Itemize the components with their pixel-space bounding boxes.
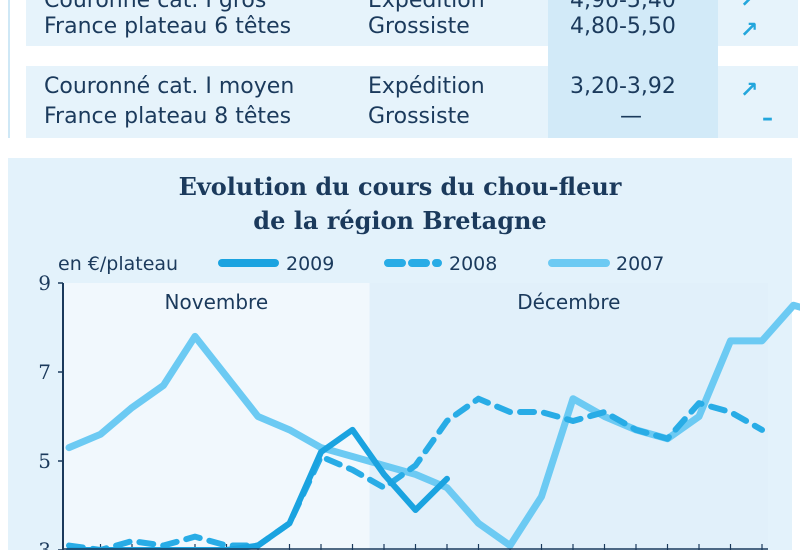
price-cell: — xyxy=(620,104,642,129)
y-tick-label: 7 xyxy=(38,360,51,384)
y-tick-label: 9 xyxy=(38,271,51,295)
price-cell: 3,20-3,92 xyxy=(570,74,676,99)
period-label-novembre: Novembre xyxy=(165,290,269,314)
chart-title-line2: de la région Bretagne xyxy=(253,206,547,235)
price-cell: 4,80-5,50 xyxy=(570,14,676,39)
price-column xyxy=(548,0,718,138)
market-cell: Expédition xyxy=(368,0,485,13)
legend-label-2007: 2007 xyxy=(616,253,664,275)
price-cell: 4,90-5,40 xyxy=(570,0,676,13)
market-cell: Grossiste xyxy=(368,104,470,129)
y-tick-label: 3 xyxy=(38,538,51,550)
trend-up-icon: ↗ xyxy=(740,0,759,13)
period-band-novembre xyxy=(63,283,370,550)
product-cell: Couronné cat. I gros xyxy=(44,0,267,13)
period-label-decembre: Décembre xyxy=(517,290,620,314)
market-cell: Grossiste xyxy=(368,14,470,39)
trend-up-icon: ↗ xyxy=(740,78,759,103)
price-table: Couronné cat. I gros Expédition 4,90-5,4… xyxy=(8,0,800,138)
product-cell: France plateau 6 têtes xyxy=(44,14,292,39)
series-line-2007 xyxy=(65,301,800,550)
product-cell: Couronné cat. I moyen xyxy=(44,74,295,99)
y-axis-label: en €/plateau xyxy=(58,253,178,275)
legend-label-2008: 2008 xyxy=(449,253,497,275)
trend-up-icon: ↗ xyxy=(740,18,759,43)
series-line-2008 xyxy=(66,395,765,550)
series-line-2009 xyxy=(66,426,450,550)
chart-title-line1: Evolution du cours du chou-fleur xyxy=(178,172,622,201)
legend-label-2009: 2009 xyxy=(286,253,334,275)
market-cell: Expédition xyxy=(368,74,485,99)
trend-flat-icon: – xyxy=(762,106,773,131)
chart-title: Evolution du cours du chou-fleur de la r… xyxy=(0,170,800,238)
product-cell: France plateau 8 têtes xyxy=(44,104,292,129)
y-tick-label: 5 xyxy=(38,449,51,473)
